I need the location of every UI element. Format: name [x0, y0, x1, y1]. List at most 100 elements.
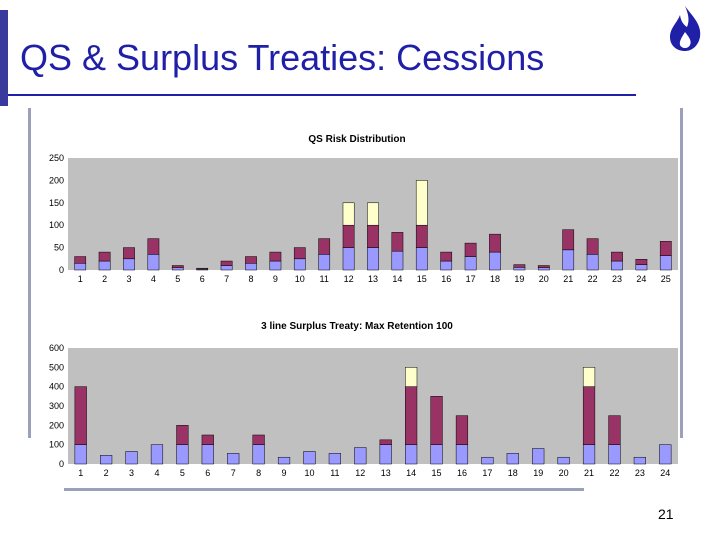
- chart2-x-tick-label: 12: [355, 468, 365, 478]
- chart1-y-axis: 0 50 100 150 200 250: [49, 153, 64, 275]
- chart2-y-tick-label: 0: [59, 459, 64, 469]
- chart1-y-tick-label: 250: [49, 153, 64, 163]
- chart1-bar-retention: [440, 260, 453, 271]
- chart2-bar-retention: [557, 456, 570, 465]
- chart2-x-tick-label: 17: [482, 468, 492, 478]
- chart2-x-tick-label: 18: [508, 468, 518, 478]
- chart2-bar-retention: [633, 456, 646, 465]
- chart1-bar-ceded: [318, 238, 331, 255]
- chart2-bar-retention: [532, 448, 545, 465]
- chart1-bar-ceded: [513, 264, 526, 268]
- chart2-x-tick-label: 7: [231, 468, 236, 478]
- chart1-bar-retention: [537, 267, 550, 271]
- chart1-bar-retention: [513, 267, 526, 271]
- chart2-y-tick-label: 300: [49, 401, 64, 411]
- chart1-bar-retention: [562, 249, 575, 271]
- chart2-x-tick-label: 21: [584, 468, 594, 478]
- chart1-y-tick-label: 50: [54, 243, 64, 253]
- chart1-x-tick-label: 21: [563, 274, 573, 284]
- chart2-bar-retention: [481, 456, 494, 465]
- chart2-bar-retention: [405, 444, 418, 465]
- chart1-bar-retention: [342, 247, 355, 271]
- chart1-x-tick-label: 17: [466, 274, 476, 284]
- chart1-x-tick-label: 24: [636, 274, 646, 284]
- chart1-bar-retention: [464, 256, 477, 271]
- chart2-bars: [74, 367, 672, 465]
- chart1-bar-ceded: [196, 267, 209, 270]
- chart1-y-tick-label: 200: [49, 175, 64, 185]
- chart1-bar-retention: [415, 247, 428, 271]
- chart1-x-tick-label: 5: [175, 274, 180, 284]
- chart1-bar-ceded: [269, 251, 282, 262]
- chart1-x-tick-label: 18: [490, 274, 500, 284]
- chart1-x-tick-label: 8: [248, 274, 253, 284]
- chart1-bar-ceded: [147, 238, 160, 255]
- chart1-x-axis: 1 2 3 4 5 6 7 8 9 10 11 12 13 14 15 16 17 18 19 20 21 22 23 24 2…: [78, 274, 671, 284]
- chart2-bar-ceded: [405, 386, 418, 445]
- chart1-bar-ceded: [635, 258, 648, 265]
- chart2-x-tick-label: 2: [104, 468, 109, 478]
- chart2-x-tick-label: 16: [457, 468, 467, 478]
- chart2-bar-retention: [608, 444, 621, 465]
- chart1-bar-ceded: [220, 260, 233, 266]
- chart1-bar-retention: [293, 258, 306, 271]
- chart1-bar-ceded: [391, 232, 404, 252]
- page-number: 21: [658, 506, 674, 522]
- chart1-bar-ceded: [537, 265, 550, 269]
- chart2-bar-ceded: [430, 396, 443, 445]
- chart2-bar-retention: [176, 444, 189, 465]
- bottom-decor-rule: [64, 488, 584, 491]
- chart1-bars: [74, 180, 672, 271]
- chart2-y-tick-label: 600: [49, 343, 64, 353]
- chart1-bar-ceded: [98, 251, 111, 262]
- chart1-bar-retention: [220, 265, 233, 271]
- chart2-bar-retention: [125, 451, 138, 465]
- chart1-bar-ceded: [367, 224, 379, 248]
- chart2-bar-retention: [303, 451, 316, 465]
- chart2-bar-retention: [354, 447, 367, 465]
- chart2-bar-retention: [379, 444, 392, 465]
- chart2-bar-retention: [252, 444, 265, 465]
- chart1-bar-ceded: [611, 251, 623, 262]
- chart1-x-tick-label: 6: [200, 274, 205, 284]
- chart2-x-tick-label: 13: [381, 468, 391, 478]
- chart2-bar-retention: [201, 444, 214, 465]
- chart2-x-tick-label: 10: [304, 468, 314, 478]
- chart1-bar-ceded: [123, 247, 135, 260]
- chart1-bar-retention: [269, 260, 282, 271]
- chart2-x-tick-label: 1: [78, 468, 83, 478]
- chart2-bar-ceded: [455, 415, 469, 445]
- chart1-x-tick-label: 23: [612, 274, 622, 284]
- chart1-x-tick-label: 7: [224, 274, 229, 284]
- chart2-y-tick-label: 200: [49, 420, 64, 430]
- flame-logo-icon: [670, 6, 701, 51]
- chart2-y-axis: 0 100 200 300 400 500 600: [49, 343, 64, 469]
- chart1-x-tick-label: 20: [539, 274, 549, 284]
- chart1-bar-ceded: [74, 256, 87, 264]
- chart2-x-tick-label: 11: [330, 468, 339, 478]
- chart1-bar-ceded: [293, 247, 306, 260]
- chart1-bar-ceded: [586, 238, 599, 255]
- chart1-x-tick-label: 22: [588, 274, 598, 284]
- chart2-x-tick-label: 6: [205, 468, 210, 478]
- chart2-bar-ceded: [176, 425, 189, 445]
- chart2-x-tick-label: 9: [282, 468, 287, 478]
- chart2-bar-ceded: [252, 434, 265, 445]
- chart1-bar-retention: [489, 251, 501, 271]
- chart1-bar-ceded: [171, 265, 184, 269]
- chart1-x-tick-label: 3: [126, 274, 131, 284]
- chart2-bar-ceded: [74, 386, 87, 445]
- chart1-x-tick-label: 14: [392, 274, 402, 284]
- chart1-x-tick-label: 2: [102, 274, 107, 284]
- chart1-bar-ceded: [562, 229, 575, 251]
- chart2-x-tick-label: 20: [559, 468, 569, 478]
- chart2-x-tick-label: 8: [256, 468, 261, 478]
- chart2-x-tick-label: 14: [406, 468, 416, 478]
- chart2-bar-ceded: [201, 434, 214, 445]
- chart1-bar-ceded: [245, 256, 257, 264]
- chart2-bar-uncovered: [582, 367, 596, 387]
- chart2-y-tick-label: 400: [49, 382, 64, 392]
- chart2-x-tick-label: 19: [533, 468, 543, 478]
- chart1-x-tick-label: 10: [295, 274, 305, 284]
